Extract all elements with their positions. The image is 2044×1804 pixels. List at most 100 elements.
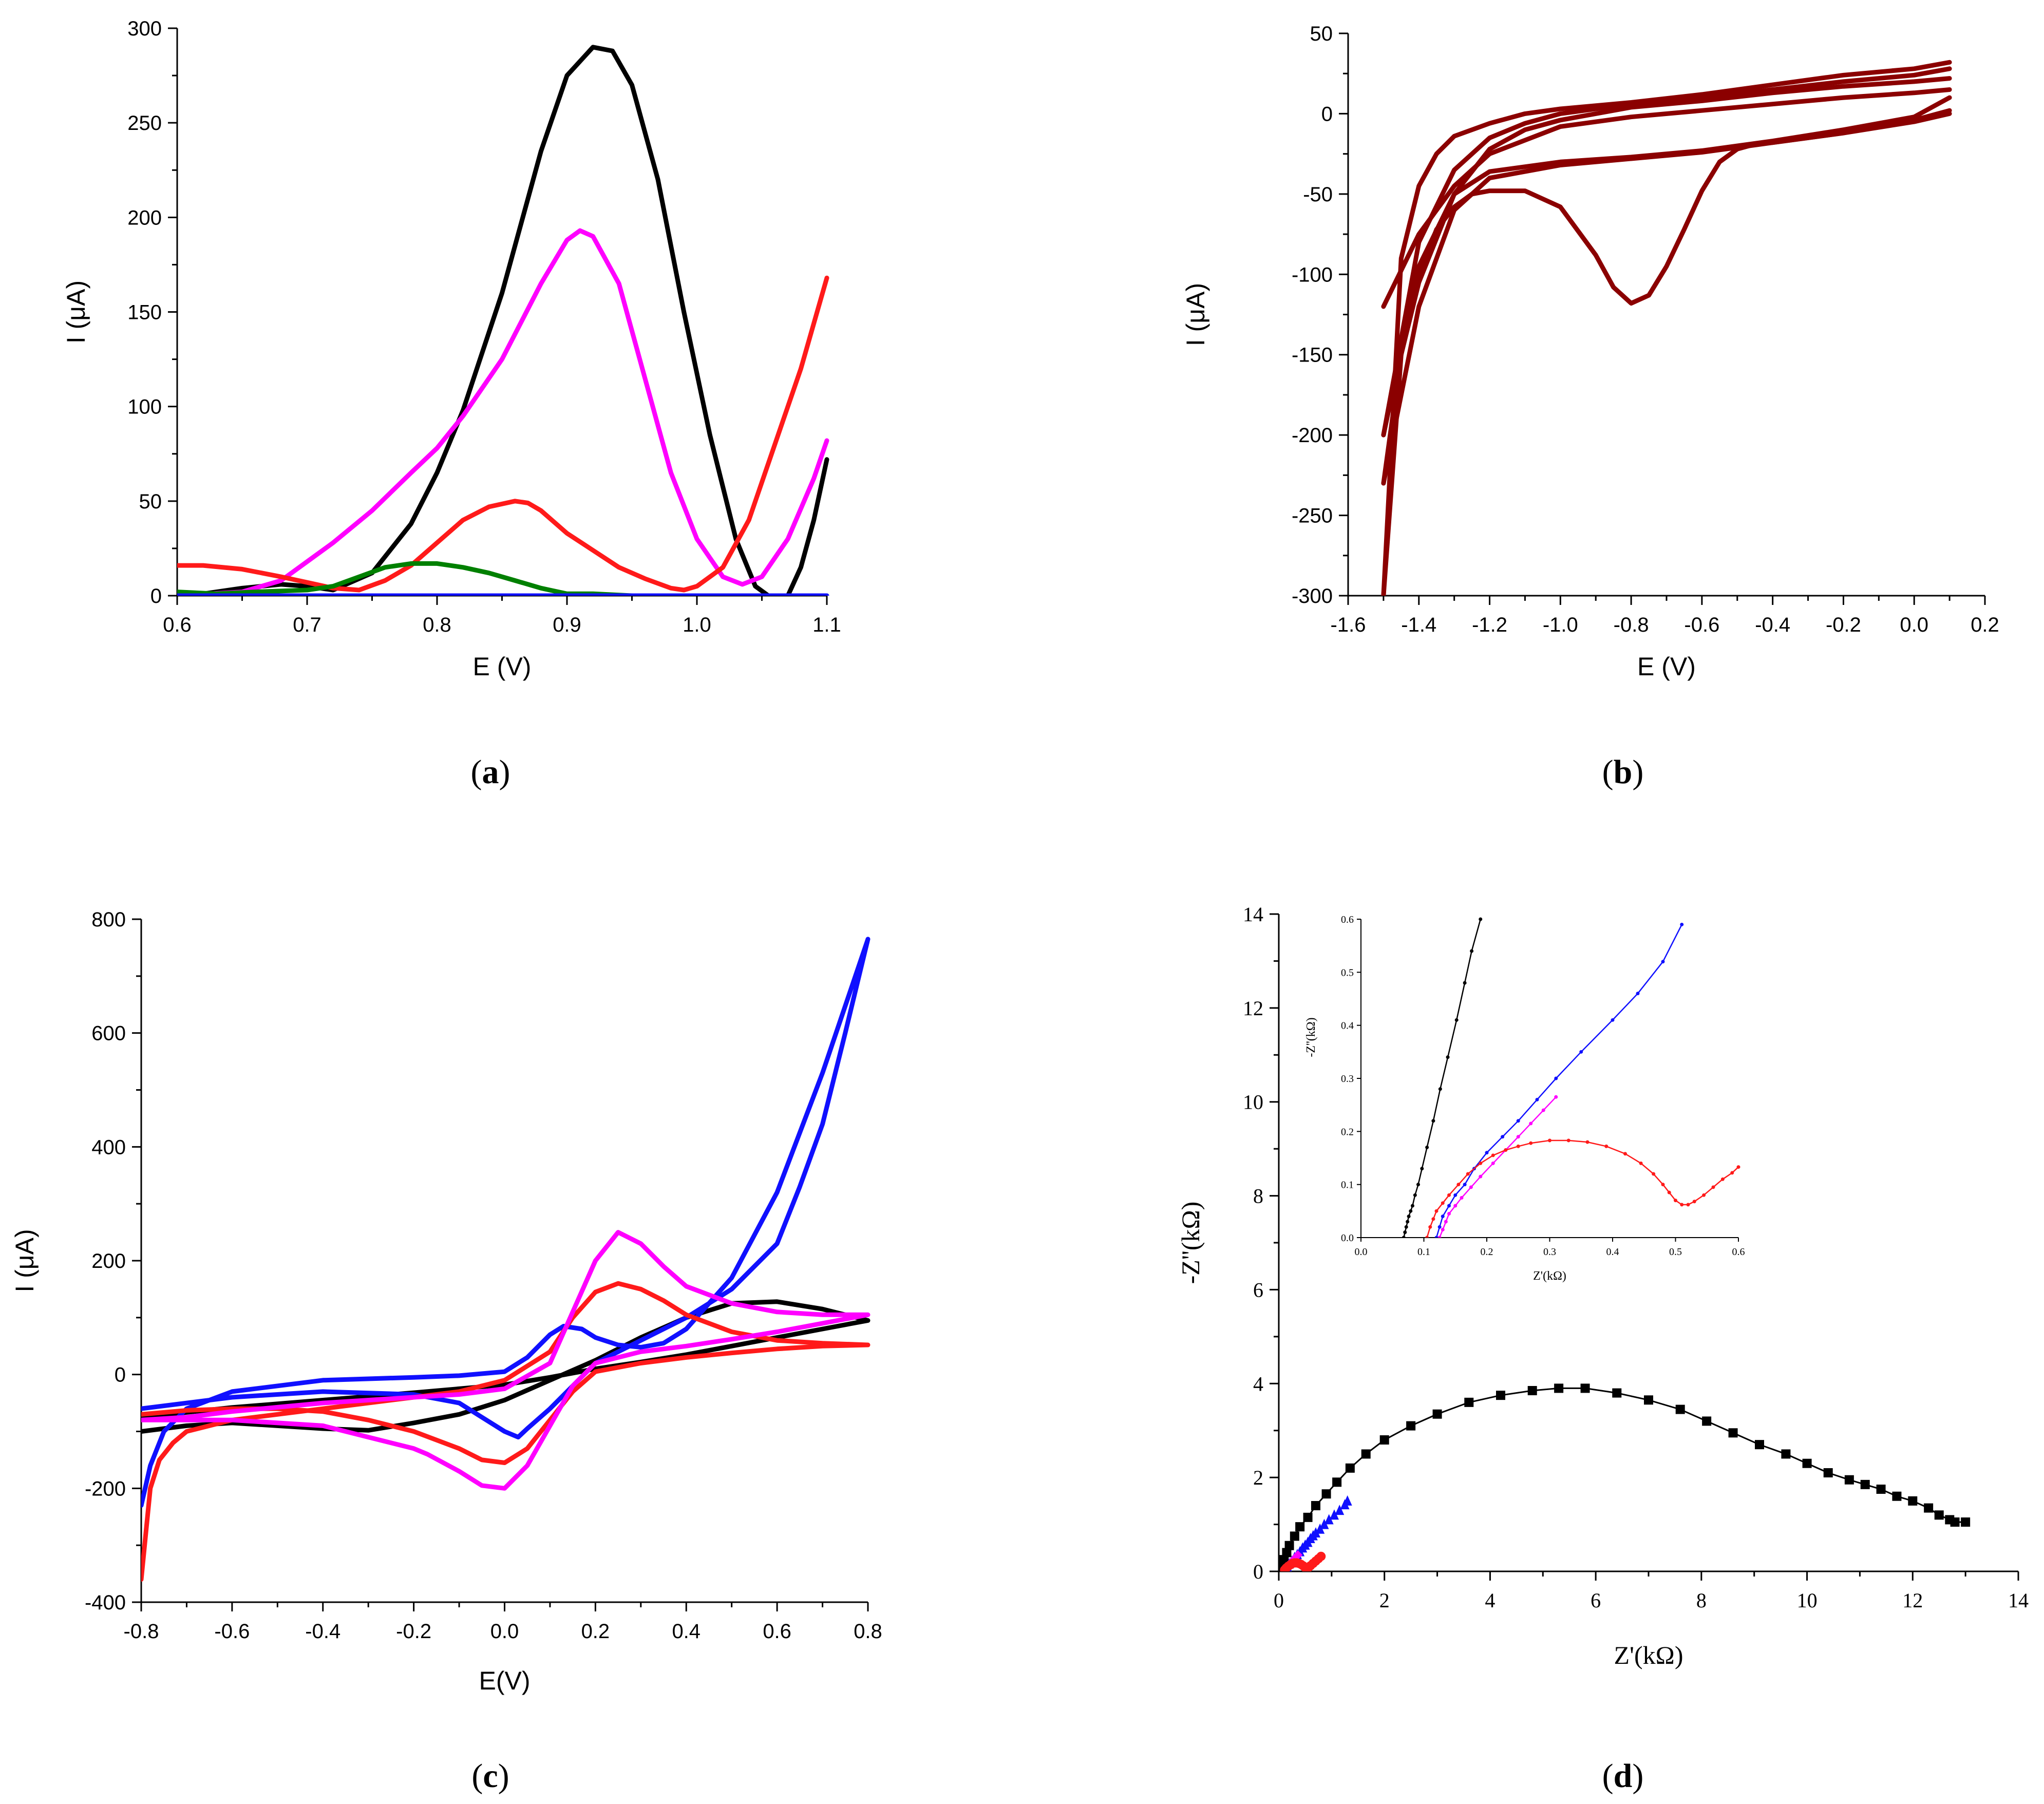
data-point (1342, 1495, 1352, 1506)
inset-data-point (1529, 1141, 1533, 1145)
panel-c-label: (c) (471, 1757, 509, 1795)
x-axis-label: Z'(kΩ) (1614, 1641, 1683, 1669)
data-point (1319, 1518, 1329, 1529)
inset-data-point (1636, 992, 1640, 996)
y-tick-label: 250 (127, 112, 162, 135)
y-tick-label: -400 (85, 1591, 126, 1614)
y-tick-label: -200 (1292, 424, 1333, 447)
inset-x-tick-label: 0.3 (1543, 1246, 1556, 1258)
data-point (1321, 1489, 1331, 1499)
inset-data-point (1702, 1193, 1706, 1197)
inset-x-tick-label: 0.4 (1606, 1246, 1619, 1258)
inset-data-point (1680, 922, 1684, 926)
inset-data-point (1416, 1183, 1420, 1187)
inset-data-point (1438, 1087, 1442, 1091)
inset-series-group (1402, 917, 1740, 1238)
x-tick-label: 14 (2008, 1589, 2029, 1612)
inset-data-point (1535, 1097, 1539, 1102)
inset-data-point (1447, 1204, 1451, 1208)
x-tick-label: -0.2 (396, 1620, 431, 1643)
series-line (1381, 66, 1952, 438)
inset-data-point (1554, 1095, 1558, 1099)
inset-x-tick-label: 0.5 (1669, 1246, 1682, 1258)
data-point (1303, 1512, 1313, 1522)
y-tick-label: 600 (91, 1022, 126, 1045)
inset-data-point (1479, 917, 1483, 921)
inset-data-point (1453, 1204, 1458, 1208)
inset-data-point (1661, 960, 1665, 964)
inset-data-point (1407, 1214, 1411, 1219)
series-line (1381, 60, 1952, 596)
y-tick-label: 6 (1253, 1278, 1263, 1301)
inset-data-point (1437, 1236, 1442, 1238)
data-point (1860, 1479, 1870, 1489)
data-point (1702, 1416, 1712, 1426)
data-point (1950, 1517, 1960, 1527)
inset-data-point (1460, 1196, 1464, 1200)
x-tick-label: 0.8 (423, 614, 451, 636)
y-tick-label: 4 (1253, 1372, 1263, 1395)
inset-data-point (1470, 949, 1474, 953)
y-axis-label: I (μA) (10, 1229, 39, 1292)
y-tick-label: 400 (91, 1136, 126, 1159)
y-tick-label: 300 (127, 17, 162, 40)
inset-data-point (1686, 1203, 1690, 1207)
y-tick-label: 200 (91, 1250, 126, 1273)
y-axis-label: I (μA) (62, 280, 90, 344)
inset-data-point (1453, 1193, 1458, 1197)
inset-data-point (1446, 1055, 1450, 1059)
inset-data-point (1541, 1108, 1545, 1112)
inset-background (1304, 914, 1749, 1294)
data-point (1379, 1435, 1389, 1445)
inset-data-point (1501, 1135, 1505, 1139)
y-tick-label: 14 (1243, 903, 1263, 926)
data-point (1432, 1409, 1442, 1419)
series-line (1381, 76, 1952, 486)
data-point (1924, 1503, 1934, 1513)
inset-x-axis-label: Z'(kΩ) (1533, 1269, 1566, 1283)
inset-y-tick-label: 0.5 (1341, 967, 1354, 978)
inset-data-point (1692, 1200, 1696, 1204)
series-line (1281, 1387, 1966, 1567)
y-tick-label: 12 (1243, 997, 1263, 1020)
series-group (177, 45, 829, 596)
x-tick-label: -0.8 (1614, 614, 1649, 636)
x-tick-label: 0 (1274, 1589, 1284, 1612)
y-tick-label: -150 (1292, 344, 1333, 367)
data-point (1781, 1449, 1791, 1459)
data-point (1316, 1551, 1326, 1561)
data-point (1279, 1555, 1289, 1565)
inset-data-point (1434, 1236, 1439, 1238)
inset-data-point (1441, 1228, 1445, 1231)
series-line (141, 1230, 870, 1491)
inset-data-point (1463, 1183, 1467, 1187)
inset-y-tick-label: 0.1 (1341, 1180, 1354, 1191)
x-axis-label: E (V) (473, 652, 532, 681)
data-point (1876, 1485, 1886, 1494)
y-tick-label: -200 (85, 1477, 126, 1500)
series-group (141, 937, 870, 1582)
x-tick-label: -1.2 (1472, 614, 1507, 636)
inset-data-point (1661, 1183, 1665, 1187)
inset-data-point (1711, 1185, 1715, 1189)
series-group (1279, 1383, 1971, 1571)
inset-x-tick-label: 0.0 (1355, 1246, 1368, 1258)
y-tick-label: 150 (127, 301, 162, 324)
x-tick-label: -0.4 (305, 1620, 340, 1643)
inset-data-point (1447, 1212, 1451, 1216)
inset-data-point (1516, 1144, 1520, 1148)
data-point (1644, 1395, 1653, 1405)
x-tick-label: 12 (1902, 1589, 1923, 1612)
data-point (1580, 1383, 1590, 1393)
series-line (177, 45, 829, 596)
inset-data-point (1623, 1152, 1627, 1156)
inset-data-point (1491, 1153, 1495, 1157)
inset-y-axis-label: -Z''(kΩ) (1304, 1017, 1318, 1057)
data-point (1892, 1491, 1902, 1501)
data-point (1464, 1397, 1474, 1407)
inset-y-tick-label: 0.3 (1341, 1073, 1354, 1085)
x-tick-label: 0.6 (763, 1620, 791, 1643)
y-tick-label: 50 (139, 490, 162, 513)
data-point (1282, 1548, 1292, 1558)
inset-data-point (1579, 1050, 1583, 1054)
